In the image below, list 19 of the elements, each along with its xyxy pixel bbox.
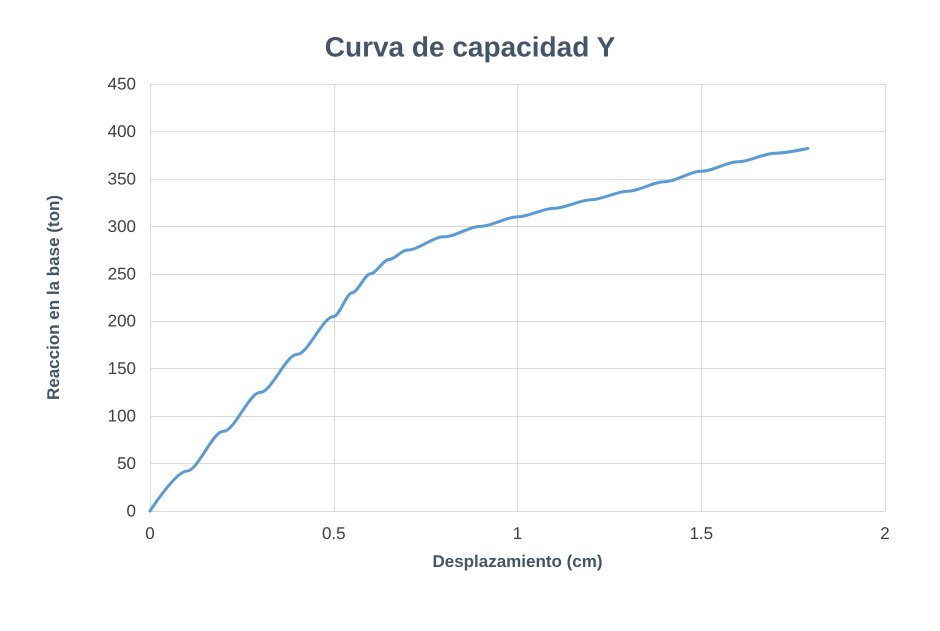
- line-series: [148, 147, 810, 512]
- x-tick-label: 0.5: [322, 524, 346, 543]
- y-tick-label: 300: [108, 216, 136, 236]
- x-tick-label: 0: [145, 524, 155, 543]
- chart-title: Curva de capacidad Y: [324, 32, 616, 62]
- x-tick-label: 2: [880, 524, 890, 543]
- x-tick-label: 1: [512, 524, 522, 543]
- x-axis-title: Desplazamiento (cm): [432, 552, 603, 571]
- y-tick-label: 150: [108, 359, 136, 378]
- x-tick-label: 1.5: [689, 524, 714, 543]
- y-tick-label: 100: [108, 406, 136, 426]
- y-tick-label: 50: [117, 454, 136, 474]
- y-tick-label: 0: [126, 502, 136, 520]
- y-tick-label: 250: [108, 264, 136, 284]
- y-tick-label: 200: [108, 312, 136, 331]
- y-tick-label: 350: [108, 169, 136, 188]
- y-axis-title: Reaccion en la base (ton): [44, 195, 63, 400]
- y-tick-label: 400: [108, 122, 136, 141]
- y-tick-label: 450: [108, 74, 136, 94]
